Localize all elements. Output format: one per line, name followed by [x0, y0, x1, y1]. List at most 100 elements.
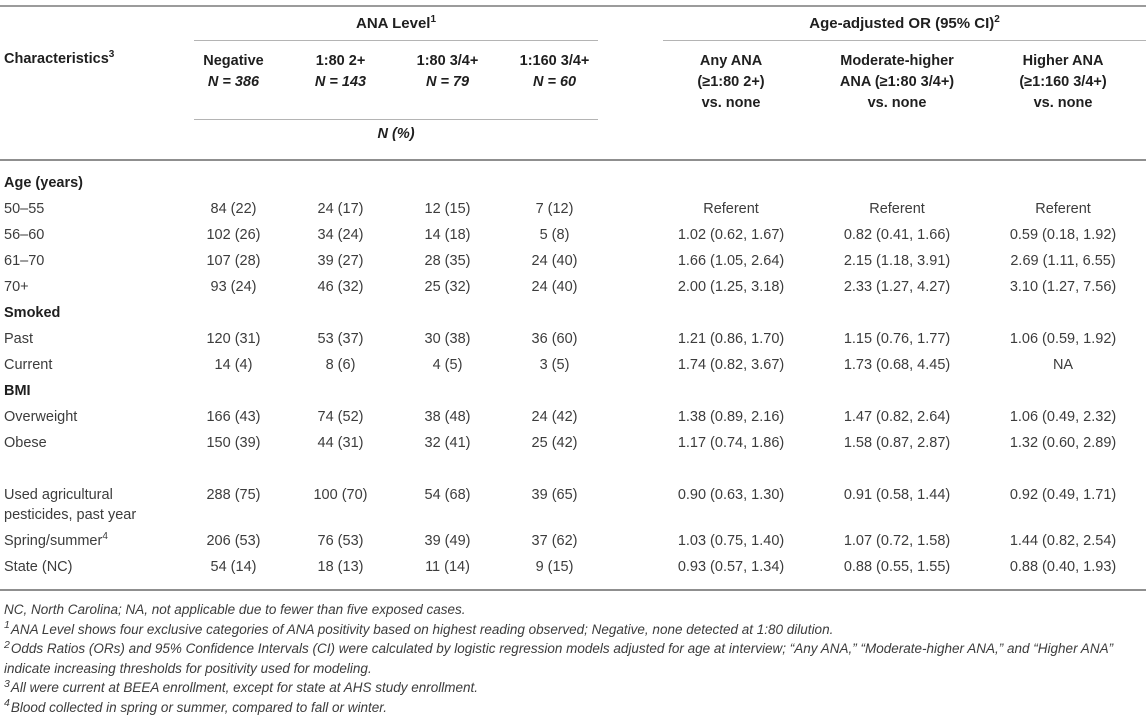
ana-value-cell: 11 (14) — [394, 554, 501, 591]
footnote-text: Blood collected in spring or summer, com… — [10, 699, 388, 715]
or-value-cell: 0.59 (0.18, 1.92) — [1009, 227, 1117, 243]
table-row: Past 120 (31) 53 (37) 30 (38) 36 (60) 1.21 (0… — [0, 326, 1146, 352]
column-label: 1:80 3/4+ — [416, 53, 479, 69]
ana-value-cell: 39 (65) — [531, 487, 578, 503]
gap-cell — [608, 114, 649, 161]
or-value-cell: 2.33 (1.27, 4.27) — [843, 279, 951, 295]
ana-value-cell: 14 (18) — [424, 227, 471, 243]
column-label-line: vs. none — [867, 95, 927, 111]
group-header-age-adjusted-or: Age-adjusted OR (95% CI)2 — [648, 6, 1146, 41]
gap-cell — [608, 326, 648, 352]
ana-value-cell: 3 (5) — [539, 357, 570, 373]
table-row: Overweight 166 (43) 74 (52) 38 (48) 24 (42) 1… — [0, 404, 1146, 430]
row-label-cell: Spring/summer4 — [0, 528, 180, 554]
gap-cell — [608, 430, 648, 456]
footnote-marker: 1 — [4, 619, 10, 631]
row-label-cell: 61–70 — [0, 248, 180, 274]
ana-value-cell: 32 (41) — [424, 435, 471, 451]
ana-value-cell: 166 (43) — [206, 409, 261, 425]
footnote-text: All were current at BEEA enrollment, exc… — [10, 680, 479, 695]
gap-cell — [608, 554, 649, 591]
gap-cell — [608, 248, 648, 274]
measure-label: N (%) — [194, 119, 599, 143]
section-row: Smoked — [0, 300, 1146, 326]
table-row: 61–70 107 (28) 39 (27) 28 (35) 24 (40) 1.66 (… — [0, 248, 1146, 274]
corner-cell — [0, 6, 180, 41]
row-label-cell: 70+ — [0, 274, 180, 300]
or-value-cell: 1.47 (0.82, 2.64) — [843, 409, 951, 425]
ana-value-cell: 9 (15) — [501, 554, 609, 591]
or-value-cell: 1.21 (0.86, 1.70) — [677, 331, 785, 347]
ana-value-cell: 28 (35) — [424, 253, 471, 269]
ana-value-cell: 30 (38) — [424, 331, 471, 347]
column-label: Negative — [203, 53, 264, 69]
footnote-line: 1ANA Level shows four exclusive categori… — [4, 620, 1144, 640]
ana-value-cell: 102 (26) — [206, 227, 261, 243]
column-label-line: vs. none — [701, 95, 761, 111]
row-label-cell: Current — [0, 352, 180, 378]
section-row: BMI — [0, 378, 1146, 404]
column-n-count: N = 386 — [207, 74, 260, 90]
section-label-cell: BMI — [0, 378, 1146, 404]
row-label-cell: Overweight — [0, 404, 180, 430]
ana-value-cell: 24 (42) — [531, 409, 578, 425]
ana-value-cell: 8 (6) — [325, 357, 356, 373]
or-value-cell: 0.88 (0.55, 1.55) — [814, 554, 981, 591]
or-value-cell: 1.73 (0.68, 4.45) — [843, 357, 951, 373]
row-label: 50–55 — [4, 201, 45, 217]
footnotes: NC, North Carolina; NA, not applicable d… — [0, 591, 1146, 721]
or-value-cell: Referent — [1035, 201, 1091, 217]
group-header-ana-level: ANA Level1 — [180, 6, 608, 41]
footnote-marker: 3 — [4, 677, 10, 690]
gap-cell — [608, 6, 648, 41]
row-label: State (NC) — [4, 559, 73, 575]
footnote-line: 2Odds Ratios (ORs) and 95% Confidence In… — [4, 639, 1144, 678]
column-label-line: Moderate-higher — [840, 53, 954, 69]
or-value-cell: 1.07 (0.72, 1.58) — [843, 533, 951, 549]
footnote-text: ANA Level shows four exclusive categorie… — [10, 621, 834, 637]
table-row: 50–55 84 (22) 24 (17) 12 (15) 7 (12) Referent… — [0, 196, 1146, 222]
ana-value-cell: 46 (32) — [317, 279, 364, 295]
column-label-line: Higher ANA — [1022, 53, 1104, 69]
column-label: 1:80 2+ — [315, 53, 366, 69]
footnote-text: Odds Ratios (ORs) and 95% Confidence Int… — [4, 641, 1114, 676]
ana-value-cell: 5 (8) — [539, 227, 570, 243]
column-header-characteristics: Characteristics3 — [4, 49, 115, 67]
column-label-line: Any ANA — [699, 53, 763, 69]
or-value-cell: 2.00 (1.25, 3.18) — [677, 279, 785, 295]
characteristics-table: ANA Level1 Age-adjusted OR (95% CI)2 Cha… — [0, 5, 1146, 591]
ana-value-cell: 76 (53) — [317, 533, 364, 549]
table-row: 70+ 93 (24) 46 (32) 25 (32) 24 (40) 2.00 (1.2… — [0, 274, 1146, 300]
gap-cell — [608, 404, 648, 430]
ana-value-cell: 25 (32) — [424, 279, 471, 295]
group-title: Age-adjusted OR (95% CI) — [809, 15, 995, 32]
group-title: ANA Level — [356, 15, 431, 32]
ana-value-cell: 74 (52) — [317, 409, 364, 425]
ana-value-cell: 84 (22) — [210, 201, 257, 217]
or-value-cell: Referent — [703, 201, 759, 217]
ana-value-cell: 18 (13) — [287, 554, 394, 591]
or-value-cell: 1.38 (0.89, 2.16) — [677, 409, 785, 425]
ana-value-cell: 39 (49) — [424, 533, 471, 549]
or-value-cell: 1.17 (0.74, 1.86) — [677, 435, 785, 451]
gap-cell — [608, 222, 648, 248]
group-header-row: ANA Level1 Age-adjusted OR (95% CI)2 — [0, 6, 1146, 41]
row-label: Overweight — [4, 409, 78, 425]
section-label: BMI — [4, 383, 31, 399]
row-label-cell: Used agricultural pesticides, past year — [0, 482, 180, 528]
column-n-count: N = 143 — [314, 74, 367, 90]
or-value-cell: 0.88 (0.40, 1.93) — [980, 554, 1146, 591]
ana-column-header-0: Negative N = 386 — [180, 41, 287, 114]
superscript: 1 — [430, 14, 437, 25]
table-row: Used agricultural pesticides, past year 2… — [0, 482, 1146, 528]
ana-value-cell: 25 (42) — [531, 435, 578, 451]
superscript: 2 — [994, 14, 1000, 25]
row-label: 56–60 — [4, 227, 45, 243]
ana-value-cell: 100 (70) — [313, 487, 368, 503]
empty-cell — [648, 114, 1146, 161]
gap-cell — [608, 41, 648, 114]
ana-value-cell: 38 (48) — [424, 409, 471, 425]
row-label-cell: 50–55 — [0, 196, 180, 222]
or-value-cell: 0.90 (0.63, 1.30) — [677, 487, 785, 503]
ana-value-cell: 37 (62) — [531, 533, 578, 549]
